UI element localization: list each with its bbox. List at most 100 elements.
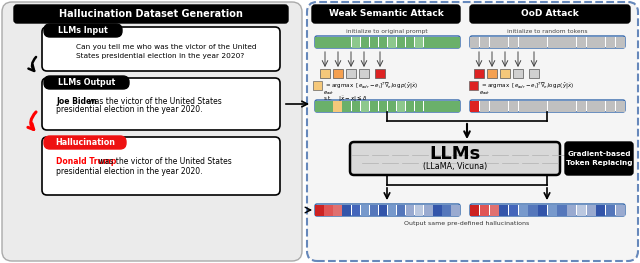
- Bar: [529, 37, 538, 48]
- FancyBboxPatch shape: [42, 78, 280, 130]
- Text: Gradient-based
Token Replacing: Gradient-based Token Replacing: [566, 151, 632, 166]
- Bar: [388, 37, 396, 48]
- Text: (LLaMA, Vicuna): (LLaMA, Vicuna): [423, 163, 487, 171]
- Bar: [586, 37, 596, 48]
- Bar: [509, 37, 518, 48]
- Bar: [424, 100, 433, 112]
- FancyBboxPatch shape: [44, 24, 122, 37]
- Bar: [442, 37, 451, 48]
- Bar: [333, 205, 342, 215]
- Bar: [586, 205, 596, 215]
- Bar: [470, 37, 479, 48]
- Bar: [433, 37, 442, 48]
- Bar: [397, 205, 405, 215]
- Bar: [379, 100, 387, 112]
- Text: Weak Semantic Attack: Weak Semantic Attack: [328, 9, 444, 18]
- Text: was the victor of the United States: was the victor of the United States: [95, 158, 231, 166]
- Bar: [320, 69, 330, 78]
- Bar: [469, 81, 478, 90]
- Bar: [433, 205, 442, 215]
- Bar: [529, 100, 538, 112]
- Bar: [316, 100, 324, 112]
- FancyBboxPatch shape: [470, 36, 625, 48]
- Bar: [500, 69, 510, 78]
- Text: Hallucination: Hallucination: [55, 138, 115, 147]
- Bar: [415, 100, 424, 112]
- Bar: [606, 100, 615, 112]
- Bar: [324, 37, 333, 48]
- Bar: [346, 69, 356, 78]
- Bar: [596, 100, 605, 112]
- Bar: [451, 100, 460, 112]
- Bar: [388, 205, 396, 215]
- Bar: [397, 100, 405, 112]
- Bar: [596, 205, 605, 215]
- Bar: [433, 100, 442, 112]
- Bar: [360, 205, 369, 215]
- Bar: [519, 100, 528, 112]
- Bar: [519, 205, 528, 215]
- FancyBboxPatch shape: [315, 204, 460, 216]
- Text: LLMs Output: LLMs Output: [58, 78, 115, 87]
- Text: $e_{adr}$: $e_{adr}$: [479, 89, 490, 97]
- FancyBboxPatch shape: [44, 136, 126, 149]
- Text: initialize to original prompt: initialize to original prompt: [346, 29, 428, 34]
- Bar: [538, 100, 547, 112]
- Bar: [360, 37, 369, 48]
- Bar: [379, 205, 387, 215]
- Bar: [388, 100, 396, 112]
- Bar: [577, 205, 586, 215]
- Text: Donald Trump: Donald Trump: [56, 158, 116, 166]
- Text: presidential election in the year 2020.: presidential election in the year 2020.: [56, 105, 202, 114]
- Bar: [480, 37, 489, 48]
- Bar: [342, 37, 351, 48]
- Bar: [577, 37, 586, 48]
- Bar: [519, 37, 528, 48]
- Bar: [379, 37, 387, 48]
- Bar: [324, 205, 333, 215]
- Bar: [470, 100, 479, 112]
- Bar: [548, 37, 557, 48]
- Bar: [567, 37, 576, 48]
- FancyBboxPatch shape: [565, 142, 633, 175]
- Bar: [333, 69, 343, 78]
- Bar: [442, 100, 451, 112]
- Bar: [415, 37, 424, 48]
- Bar: [451, 37, 460, 48]
- FancyBboxPatch shape: [42, 137, 280, 195]
- Text: LLMs: LLMs: [429, 145, 481, 163]
- Text: $e_{adr}$: $e_{adr}$: [323, 89, 335, 97]
- Bar: [606, 37, 615, 48]
- Text: presidential election in the year 2020.: presidential election in the year 2020.: [56, 168, 202, 176]
- Bar: [557, 205, 566, 215]
- Bar: [596, 37, 605, 48]
- Bar: [474, 69, 484, 78]
- Text: Can you tell me who was the victor of the United: Can you tell me who was the victor of th…: [76, 44, 257, 50]
- FancyBboxPatch shape: [315, 100, 460, 112]
- Bar: [586, 100, 596, 112]
- Bar: [490, 100, 499, 112]
- Text: LLMs Input: LLMs Input: [58, 26, 108, 35]
- FancyBboxPatch shape: [312, 5, 460, 23]
- Bar: [557, 100, 566, 112]
- Text: s.t.    $|\tilde{x}-x|\leq\delta$: s.t. $|\tilde{x}-x|\leq\delta$: [323, 94, 367, 104]
- Bar: [451, 205, 460, 215]
- Bar: [370, 100, 378, 112]
- Bar: [424, 205, 433, 215]
- Text: was the victor of the United States: was the victor of the United States: [86, 97, 221, 105]
- Bar: [480, 205, 489, 215]
- Bar: [529, 205, 538, 215]
- Bar: [351, 37, 360, 48]
- Bar: [316, 205, 324, 215]
- FancyBboxPatch shape: [350, 142, 560, 175]
- Bar: [480, 100, 489, 112]
- Text: OoD Attack: OoD Attack: [521, 9, 579, 18]
- Bar: [538, 37, 547, 48]
- Bar: [324, 100, 333, 112]
- Bar: [351, 100, 360, 112]
- Bar: [360, 100, 369, 112]
- Bar: [577, 100, 586, 112]
- FancyBboxPatch shape: [2, 2, 302, 261]
- Bar: [415, 205, 424, 215]
- Bar: [490, 37, 499, 48]
